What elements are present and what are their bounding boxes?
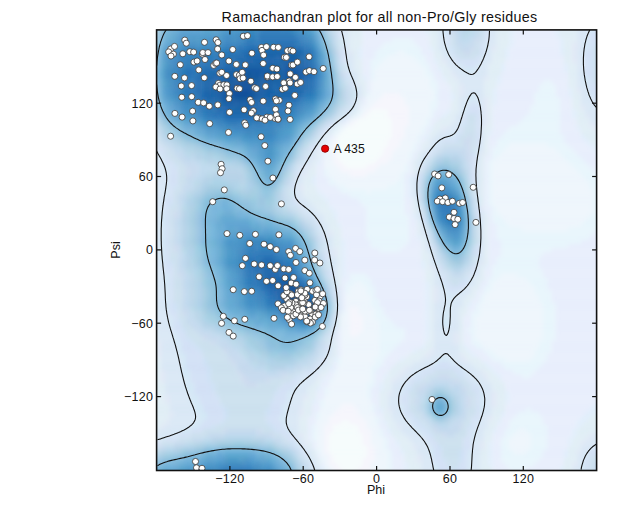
svg-text:Phi: Phi <box>367 483 385 497</box>
svg-text:0: 0 <box>146 243 153 257</box>
svg-text:−60: −60 <box>131 317 153 331</box>
svg-text:−120: −120 <box>124 390 153 404</box>
svg-text:60: 60 <box>443 472 457 486</box>
svg-text:−120: −120 <box>215 472 244 486</box>
svg-text:120: 120 <box>132 97 154 111</box>
svg-text:Ramachandran plot for all non-: Ramachandran plot for all non-Pro/Gly re… <box>222 9 538 25</box>
svg-text:Psi: Psi <box>109 241 123 258</box>
svg-text:120: 120 <box>512 472 534 486</box>
svg-text:60: 60 <box>139 170 153 184</box>
svg-text:A 435: A 435 <box>334 142 365 156</box>
svg-text:−60: −60 <box>292 472 314 486</box>
